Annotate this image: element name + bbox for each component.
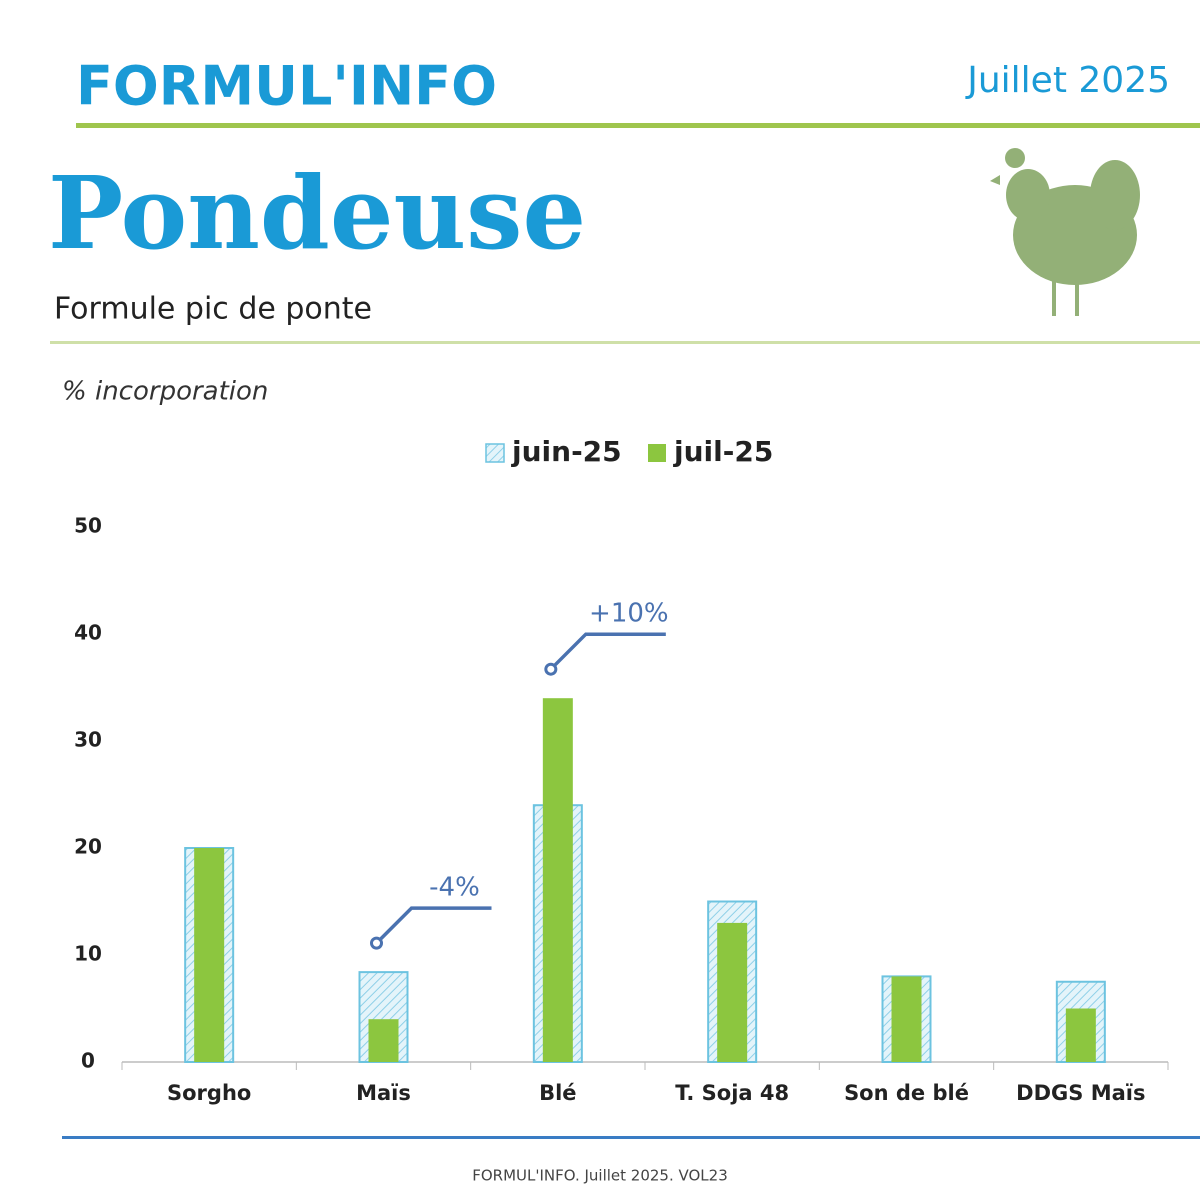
bar [542, 698, 573, 1062]
legend-label: juil-25 [673, 435, 773, 468]
legend-label: juin-25 [511, 435, 622, 468]
date: Juillet 2025 [965, 60, 1170, 101]
bar [717, 922, 748, 1062]
x-tick-label: Blé [539, 1081, 576, 1105]
rule [50, 341, 1200, 344]
annotation-dot [370, 936, 383, 950]
y-tick-label: 0 [81, 1049, 95, 1073]
bar [891, 976, 922, 1062]
annotation-leader [375, 906, 492, 945]
rule [76, 123, 1200, 128]
bar [1065, 1008, 1096, 1062]
y-tick-label: 50 [74, 514, 102, 538]
y-tick-label: 20 [74, 835, 102, 859]
bar [194, 848, 225, 1062]
x-tick-label: T. Soja 48 [675, 1081, 789, 1105]
y-axis-label: % incorporation [62, 377, 268, 407]
bar [368, 1019, 399, 1062]
legend-swatch [648, 444, 666, 462]
chart-title: Pondeuse [48, 154, 586, 272]
y-tick-label: 40 [74, 621, 102, 645]
x-tick-label: Son de blé [844, 1081, 969, 1105]
x-tick-label: DDGS Maïs [1016, 1081, 1145, 1105]
footer: FORMUL'INFO. Juillet 2025. VOL23 [472, 1167, 728, 1185]
x-tick-label: Maïs [356, 1081, 411, 1105]
rule [62, 1136, 1200, 1139]
y-tick-label: 10 [74, 942, 102, 966]
legend-swatch [485, 443, 505, 463]
annotation-leader [549, 632, 666, 671]
y-tick-label: 30 [74, 728, 102, 752]
annotation: +10% [589, 599, 669, 629]
x-tick-label: Sorgho [167, 1081, 251, 1105]
hen-icon [990, 148, 1140, 316]
annotation: -4% [429, 873, 480, 903]
annotation-dot [544, 662, 558, 676]
subtitle: Formule pic de ponte [54, 292, 372, 327]
brand: FORMUL'INFO [76, 55, 497, 118]
